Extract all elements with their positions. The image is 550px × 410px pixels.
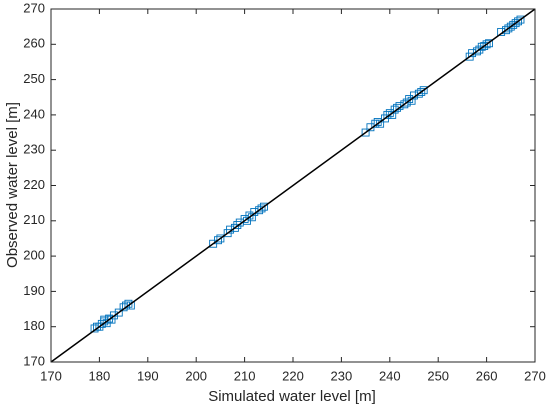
y-tick-label: 240 [23,106,45,121]
x-tick-label: 250 [427,368,449,383]
point [233,221,242,229]
x-axis-label: Simulated water level [m] [208,388,376,405]
y-tick-label: 220 [23,177,45,192]
point [214,236,222,245]
identity-line [50,8,536,363]
point [516,15,525,24]
point [97,319,106,328]
point [482,40,491,49]
plot-frame [50,8,536,363]
point [216,234,225,243]
y-axis-label: Observed water level [m] [4,102,21,268]
y-tick-label: 210 [23,212,45,227]
x-tick-label: 230 [331,368,353,383]
point [260,202,268,211]
point [257,204,266,213]
point [480,42,489,51]
x-tick-label: 210 [234,368,256,383]
point [419,86,428,95]
x-tick-label: 170 [40,368,62,383]
point [109,311,118,320]
y-tick-label: 230 [23,142,45,157]
point [417,88,426,96]
y-tick-label: 170 [23,353,45,368]
y-tick-label: 260 [23,36,45,51]
x-tick-label: 260 [476,368,498,383]
point [230,223,239,232]
x-tick-label: 240 [379,368,401,383]
point [485,39,493,48]
y-tick-label: 190 [23,283,45,298]
y-tick-label: 200 [23,248,45,263]
point [114,308,123,317]
y-tick-label: 180 [23,318,45,333]
point [472,47,481,56]
x-tick-label: 270 [524,368,546,383]
y-tick-label: 250 [23,71,45,86]
point [361,128,370,137]
x-tick-label: 220 [282,368,304,383]
x-tick-label: 190 [137,368,159,383]
y-tick-label: 270 [23,0,45,15]
point [514,17,523,26]
x-tick-label: 200 [185,368,207,383]
x-tick-label: 180 [89,368,111,383]
